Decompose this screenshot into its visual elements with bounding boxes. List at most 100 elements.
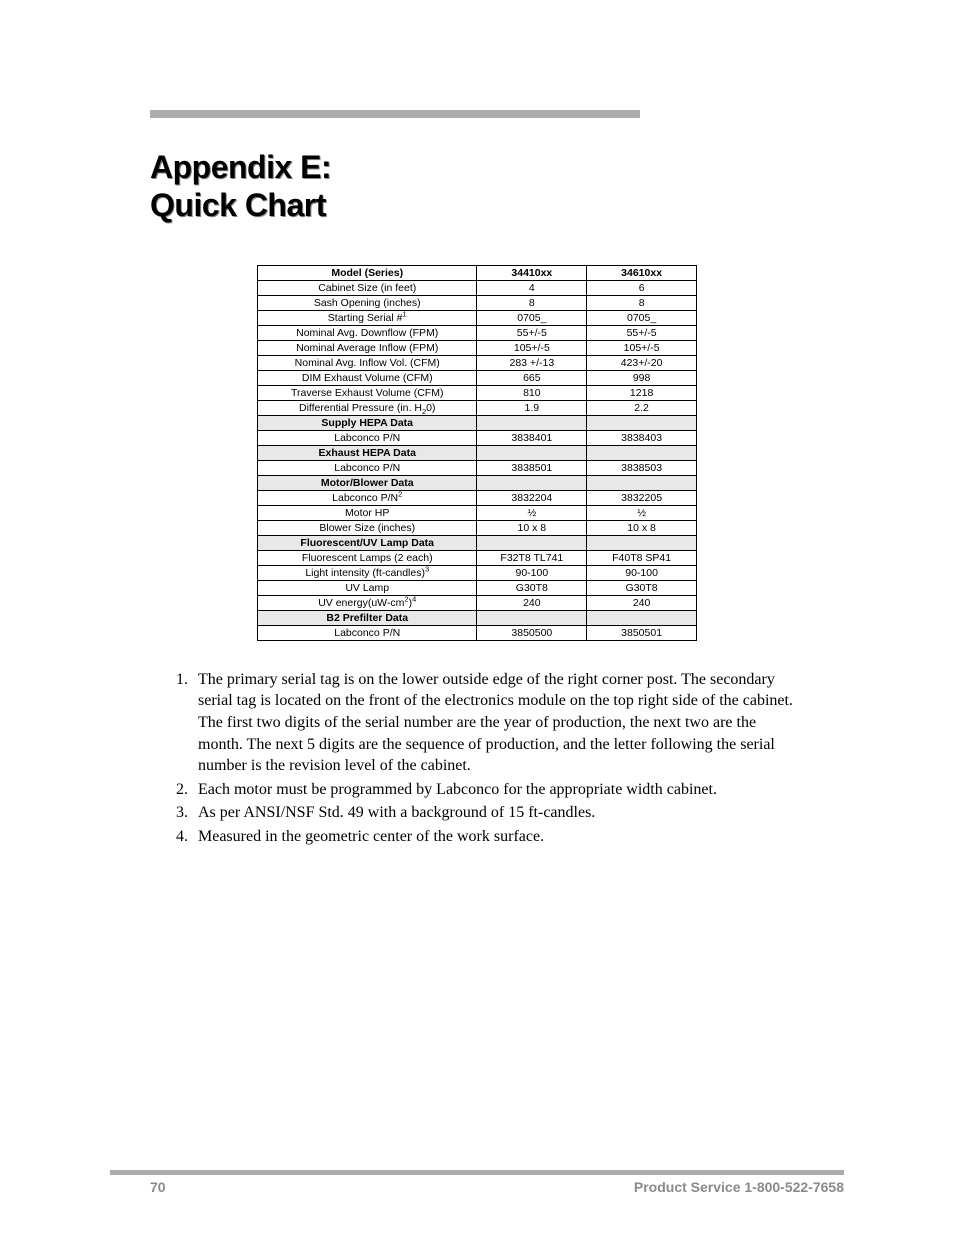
row-label: Differential Pressure (in. H20) xyxy=(258,400,477,415)
table-row: DIM Exhaust Volume (CFM)665998 xyxy=(258,370,697,385)
row-label: DIM Exhaust Volume (CFM) xyxy=(258,370,477,385)
footnote-item: Each motor must be programmed by Labconc… xyxy=(192,779,804,801)
row-value: 55+/-5 xyxy=(477,325,587,340)
row-label: Fluorescent Lamps (2 each) xyxy=(258,550,477,565)
table-row: Nominal Avg. Downflow (FPM)55+/-555+/-5 xyxy=(258,325,697,340)
column-header: 34410xx xyxy=(477,265,587,280)
footnote-item: Measured in the geometric center of the … xyxy=(192,826,804,848)
row-label: Traverse Exhaust Volume (CFM) xyxy=(258,385,477,400)
section-header-row: Motor/Blower Data xyxy=(258,475,697,490)
quick-chart-table: Model (Series)34410xx34610xxCabinet Size… xyxy=(257,265,697,641)
section-title: Exhaust HEPA Data xyxy=(258,445,477,460)
row-value: 0705_ xyxy=(477,310,587,325)
table-row: Labconco P/N38505003850501 xyxy=(258,625,697,640)
row-value: 105+/-5 xyxy=(477,340,587,355)
row-value: 3838503 xyxy=(587,460,697,475)
page-number: 70 xyxy=(150,1179,166,1195)
row-value: 3832205 xyxy=(587,490,697,505)
top-horizontal-rule xyxy=(150,110,640,118)
empty-cell xyxy=(587,445,697,460)
row-value: 55+/-5 xyxy=(587,325,697,340)
row-value: 665 xyxy=(477,370,587,385)
section-header-row: Fluorescent/UV Lamp Data xyxy=(258,535,697,550)
row-value: 240 xyxy=(587,595,697,610)
empty-cell xyxy=(587,610,697,625)
row-value: ½ xyxy=(587,505,697,520)
row-label: UV energy(uW-cm2)4 xyxy=(258,595,477,610)
row-value: 3832204 xyxy=(477,490,587,505)
row-value: 3850500 xyxy=(477,625,587,640)
table-row: Traverse Exhaust Volume (CFM)8101218 xyxy=(258,385,697,400)
row-value: 998 xyxy=(587,370,697,385)
row-label: Starting Serial #1 xyxy=(258,310,477,325)
row-value: 4 xyxy=(477,280,587,295)
table-row: Light intensity (ft-candles)390-10090-10… xyxy=(258,565,697,580)
table-row: Sash Opening (inches)88 xyxy=(258,295,697,310)
row-value: 105+/-5 xyxy=(587,340,697,355)
row-value: F32T8 TL741 xyxy=(477,550,587,565)
row-label: Labconco P/N xyxy=(258,460,477,475)
table-row: UV energy(uW-cm2)4240240 xyxy=(258,595,697,610)
row-value: G30T8 xyxy=(587,580,697,595)
table-row: Differential Pressure (in. H20)1.92.2 xyxy=(258,400,697,415)
row-label: Cabinet Size (in feet) xyxy=(258,280,477,295)
empty-cell xyxy=(587,535,697,550)
row-label: Labconco P/N xyxy=(258,430,477,445)
empty-cell xyxy=(587,475,697,490)
column-header: Model (Series) xyxy=(258,265,477,280)
section-title: Motor/Blower Data xyxy=(258,475,477,490)
row-value: 3838501 xyxy=(477,460,587,475)
row-value: 3838403 xyxy=(587,430,697,445)
row-value: ½ xyxy=(477,505,587,520)
table-row: Nominal Average Inflow (FPM)105+/-5105+/… xyxy=(258,340,697,355)
table-row: Labconco P/N38385013838503 xyxy=(258,460,697,475)
table-row: Nominal Avg. Inflow Vol. (CFM)283 +/-134… xyxy=(258,355,697,370)
empty-cell xyxy=(477,445,587,460)
page: Appendix E: Quick Chart Model (Series)34… xyxy=(0,0,954,1235)
section-header-row: Exhaust HEPA Data xyxy=(258,445,697,460)
empty-cell xyxy=(587,415,697,430)
row-value: 1.9 xyxy=(477,400,587,415)
page-title: Appendix E: Quick Chart xyxy=(150,148,844,225)
table-row: Fluorescent Lamps (2 each)F32T8 TL741F40… xyxy=(258,550,697,565)
row-value: 3850501 xyxy=(587,625,697,640)
row-label: Labconco P/N xyxy=(258,625,477,640)
row-value: 1218 xyxy=(587,385,697,400)
section-header-row: B2 Prefilter Data xyxy=(258,610,697,625)
section-header-row: Supply HEPA Data xyxy=(258,415,697,430)
row-value: 90-100 xyxy=(477,565,587,580)
row-label: Nominal Avg. Downflow (FPM) xyxy=(258,325,477,340)
column-header: 34610xx xyxy=(587,265,697,280)
table-row: Labconco P/N238322043832205 xyxy=(258,490,697,505)
footnote-item: As per ANSI/NSF Std. 49 with a backgroun… xyxy=(192,802,804,824)
row-value: 810 xyxy=(477,385,587,400)
table-row: UV LampG30T8G30T8 xyxy=(258,580,697,595)
row-value: 6 xyxy=(587,280,697,295)
row-value: 3838401 xyxy=(477,430,587,445)
row-value: 10 x 8 xyxy=(587,520,697,535)
row-value: G30T8 xyxy=(477,580,587,595)
row-label: Blower Size (inches) xyxy=(258,520,477,535)
section-title: B2 Prefilter Data xyxy=(258,610,477,625)
section-title: Fluorescent/UV Lamp Data xyxy=(258,535,477,550)
empty-cell xyxy=(477,475,587,490)
row-value: 0705_ xyxy=(587,310,697,325)
table-header-row: Model (Series)34410xx34610xx xyxy=(258,265,697,280)
row-label: Light intensity (ft-candles)3 xyxy=(258,565,477,580)
table-row: Labconco P/N38384013838403 xyxy=(258,430,697,445)
footnotes-list: The primary serial tag is on the lower o… xyxy=(150,669,804,848)
row-value: 240 xyxy=(477,595,587,610)
empty-cell xyxy=(477,415,587,430)
row-label: Motor HP xyxy=(258,505,477,520)
empty-cell xyxy=(477,535,587,550)
row-label: Labconco P/N2 xyxy=(258,490,477,505)
section-title: Supply HEPA Data xyxy=(258,415,477,430)
footnote-item: The primary serial tag is on the lower o… xyxy=(192,669,804,777)
product-service-phone: Product Service 1-800-522-7658 xyxy=(634,1179,844,1195)
table-row: Blower Size (inches)10 x 810 x 8 xyxy=(258,520,697,535)
empty-cell xyxy=(477,610,587,625)
title-line-2: Quick Chart xyxy=(150,186,844,224)
row-label: Nominal Average Inflow (FPM) xyxy=(258,340,477,355)
footer-rule xyxy=(110,1170,844,1175)
table-row: Starting Serial #10705_0705_ xyxy=(258,310,697,325)
